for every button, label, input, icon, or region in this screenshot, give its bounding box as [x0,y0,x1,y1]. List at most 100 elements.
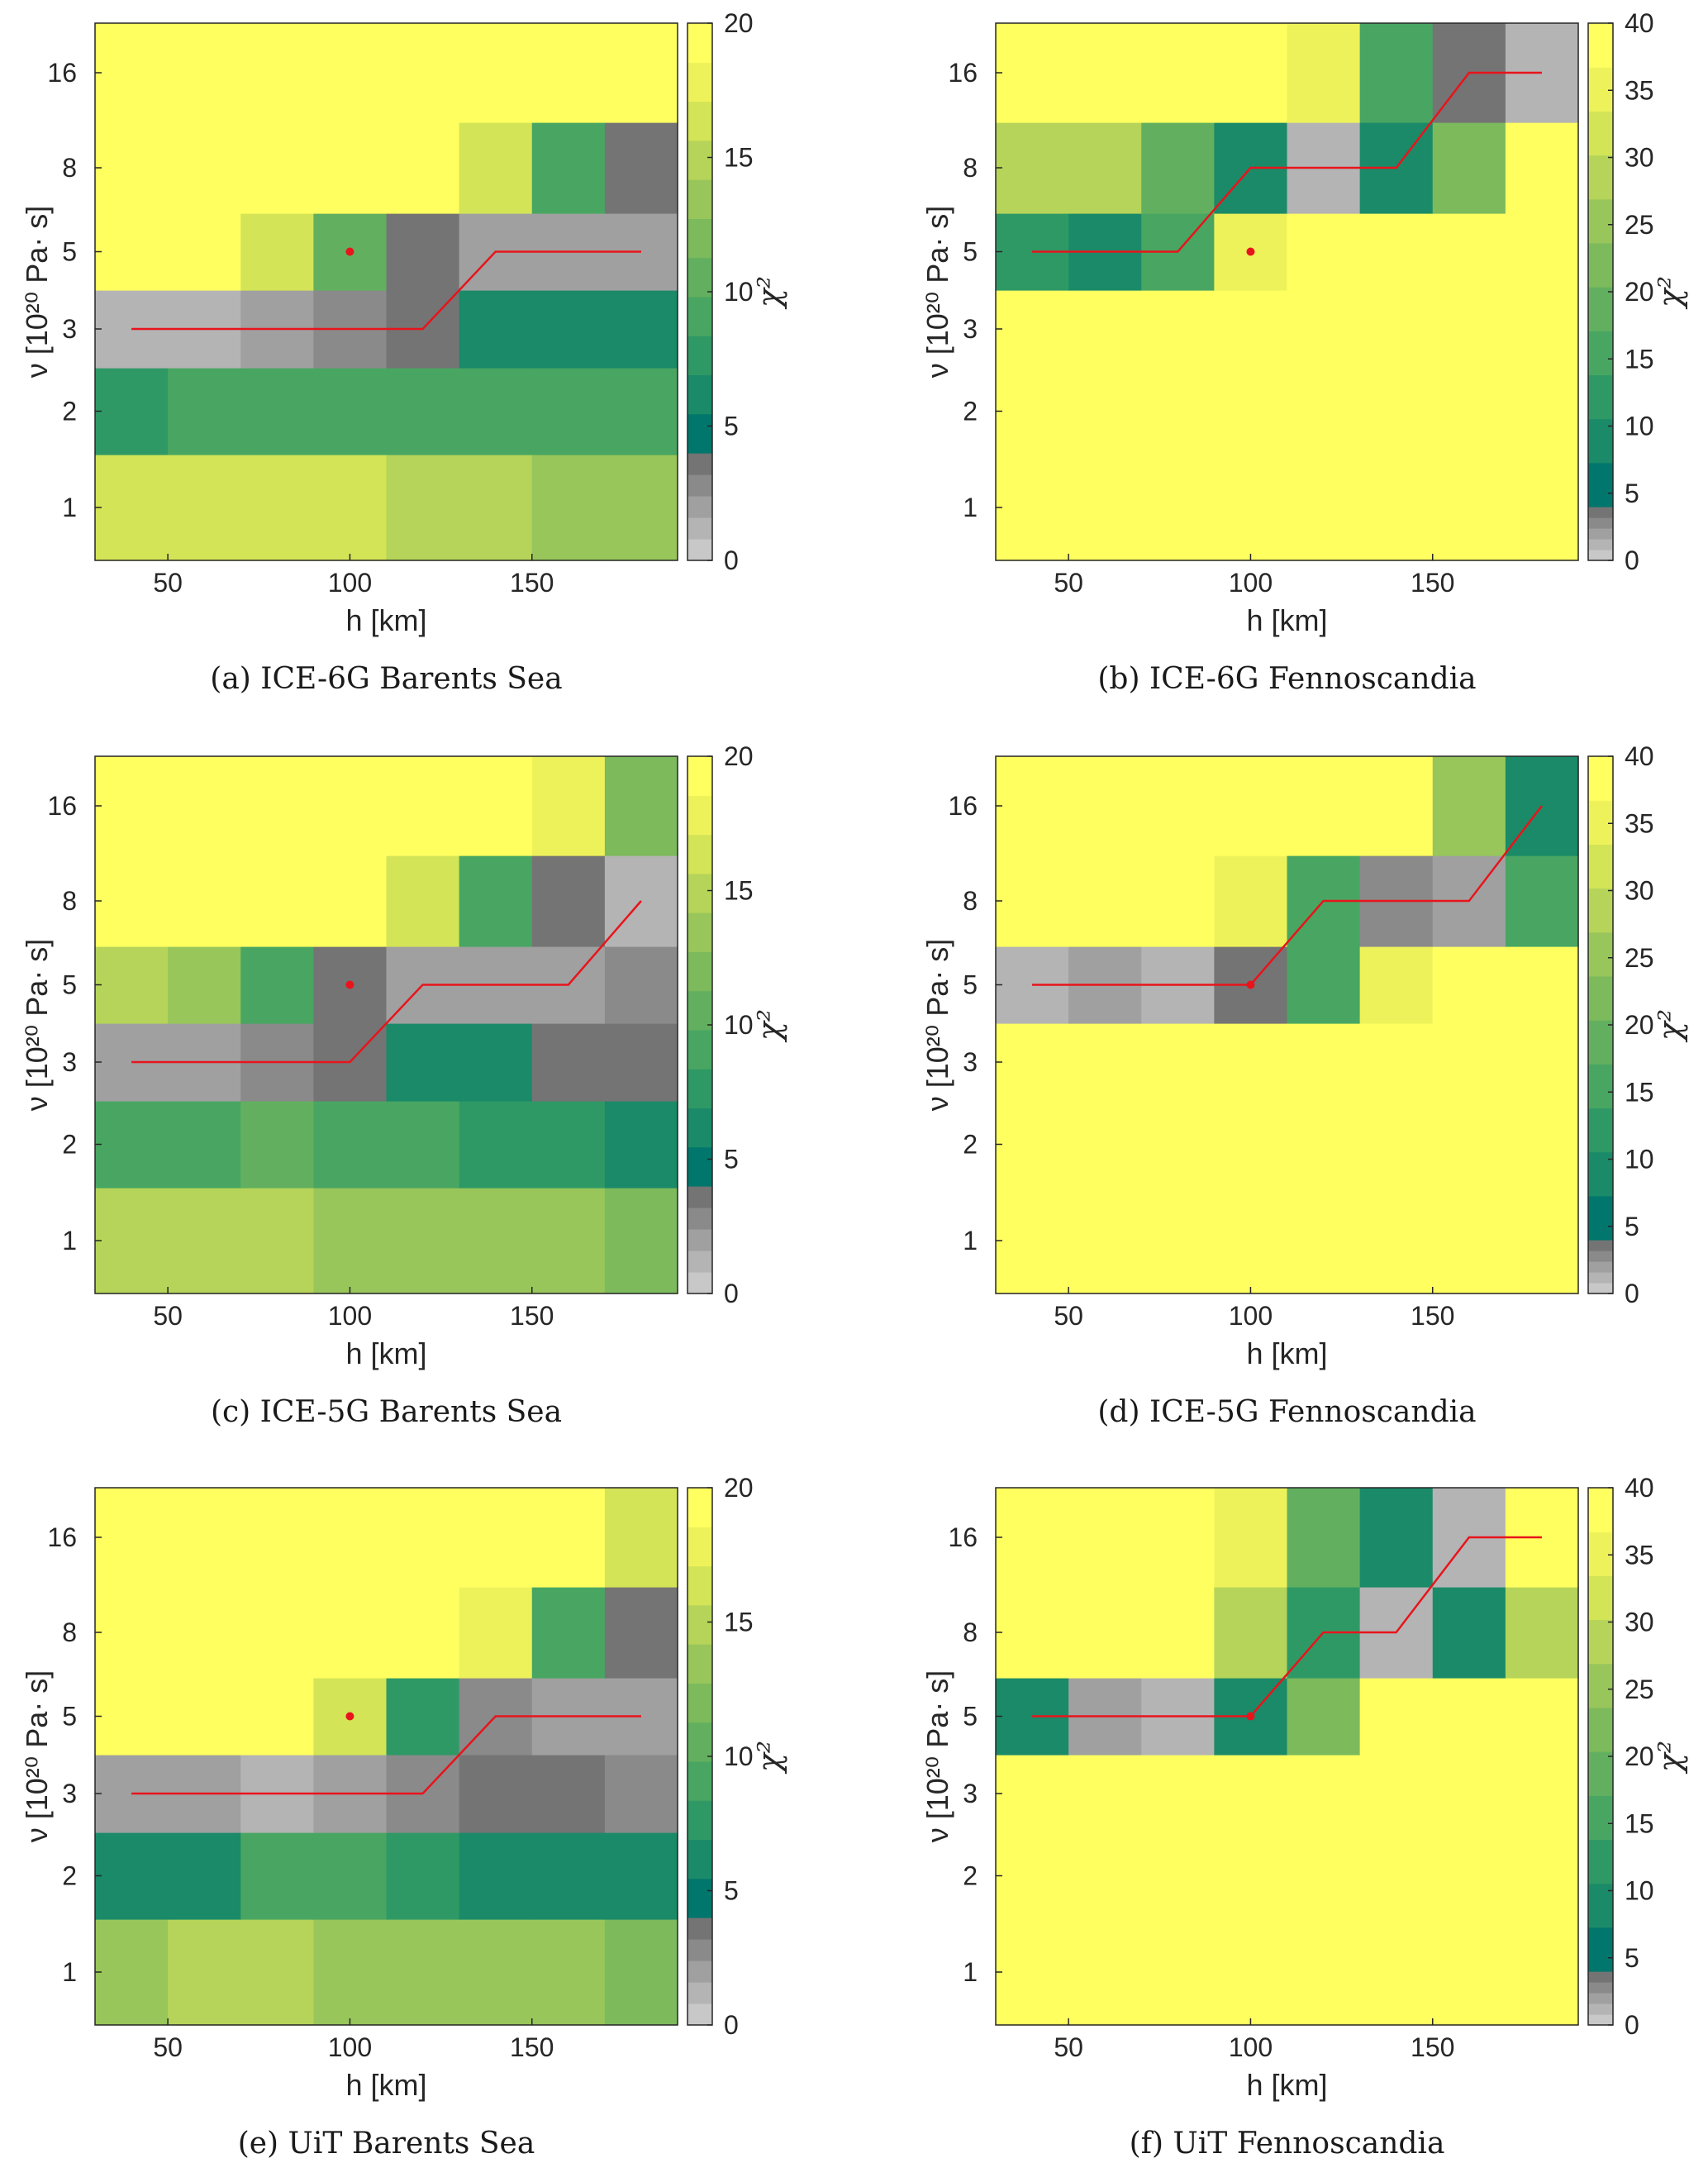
heatmap-cell [386,455,460,561]
colorbar-segment [1588,2003,1613,2015]
heatmap-cell [1287,1832,1361,1920]
heatmap-cell [95,946,169,1024]
heatmap-cell [95,756,169,856]
heatmap-cell [1359,1188,1434,1294]
colorbar-tick-label: 0 [1625,1279,1639,1308]
heatmap-cell [168,122,241,214]
colorbar-segment [687,517,712,540]
heatmap-cell [1359,1488,1434,1588]
best-fit-marker [345,1712,354,1721]
colorbar-segment [1588,550,1613,561]
heatmap-cell [1359,1678,1434,1756]
colorbar-tick-label: 30 [1625,876,1654,906]
best-fit-marker [345,980,354,989]
heatmap-cell [996,122,1069,214]
colorbar-segment [687,1982,712,2004]
colorbar: 0 5 10 15 20 χ² [687,8,787,575]
colorbar-tick-label: 10 [724,277,754,307]
heatmap-cell [95,1188,169,1294]
heatmap-cell [604,1919,678,2026]
colorbar-segment [1588,1532,1613,1576]
heatmap-cell [1214,1101,1288,1189]
y-tick-label: 2 [963,397,978,426]
heatmap-cell [386,213,460,291]
colorbar-segment [1588,517,1613,529]
heatmap-cell [1214,23,1288,123]
heatmap-cell [386,23,460,123]
heatmap-cell [386,1023,460,1102]
heatmap-cell [996,290,1069,369]
colorbar-segment [687,1565,712,1606]
heatmap-cell [95,1587,169,1679]
y-tick-label: 16 [948,791,978,821]
x-axis-label: h [km] [1246,603,1327,637]
colorbar-segment [687,179,712,219]
best-fit-line [131,900,642,1064]
colorbar-segment [1588,1283,1613,1294]
best-fit-marker [345,247,354,256]
heatmap-cell [168,1678,241,1756]
colorbar-segment [1588,1575,1613,1621]
heatmap-cell [604,1488,678,1588]
colorbar-segment [1588,1261,1613,1273]
heatmap-cell [1214,1488,1288,1588]
heatmap-cell [386,1188,460,1294]
heatmap-cell [95,1919,169,2026]
colorbar-tick-label: 40 [1625,8,1654,38]
heatmap-cell [531,756,606,856]
colorbar-segment [1588,67,1613,112]
colorbar-segment [687,539,712,561]
heatmap-cell [1359,455,1434,561]
heatmap-cell [1068,756,1142,856]
colorbar-segment [1588,844,1613,889]
heatmap-cell [1505,1832,1579,1920]
colorbar-segment [687,1186,712,1208]
heatmap-cell [1505,213,1579,291]
heatmap-cell [168,455,241,561]
colorbar-segment [687,873,712,913]
colorbar-segment [1588,1839,1613,1884]
heatmap-cell [1432,122,1506,214]
heatmap-cell [531,290,606,369]
colorbar-segment [687,1229,712,1251]
heatmap-cell [1505,1188,1579,1294]
colorbar-segment [687,1251,712,1273]
colorbar-segment [1588,1795,1613,1841]
heatmap-cell [168,946,241,1024]
heatmap-cell [1505,1919,1579,2026]
heatmap-cell [1287,1101,1361,1189]
x-tick-label: 50 [153,2032,183,2062]
colorbar-tick-label: 15 [1625,1808,1654,1838]
heatmap-cell [459,23,533,123]
colorbar-tick-label: 15 [724,876,754,906]
colorbar-segment [1588,975,1613,1021]
heatmap-cell [1432,1023,1506,1102]
colorbar-segment [1588,111,1613,156]
heatmap-cell [95,368,169,455]
colorbar-segment [1588,155,1613,200]
colorbar-segment [687,413,712,454]
colorbar-label: χ² [1652,1741,1688,1775]
colorbar-segment [687,1272,712,1294]
colorbar-segment [687,1069,712,1109]
best-fit-marker [1246,1712,1255,1721]
x-tick-label: 150 [510,2032,554,2062]
heatmap-cell [996,756,1069,856]
colorbar-tick-label: 0 [724,546,739,575]
heatmap-cell [1505,855,1579,947]
x-axis-label: h [km] [345,1336,426,1370]
colorbar: 0 5 10 15 20 χ² [687,741,787,1308]
heatmap-cell [1505,455,1579,561]
heatmap-cell [459,855,533,947]
heatmap-cell [386,1587,460,1679]
colorbar-segment [1588,23,1613,68]
y-tick-label: 16 [47,1522,77,1552]
heatmap-cell [313,855,388,947]
heatmap-cell [531,455,606,561]
colorbar-segment [1588,1488,1613,1532]
heatmap-cell [996,23,1069,123]
colorbar-segment [687,1683,712,1723]
heatmap-cell [1359,1919,1434,2026]
colorbar-segment [687,1644,712,1684]
colorbar-segment [1588,418,1613,464]
